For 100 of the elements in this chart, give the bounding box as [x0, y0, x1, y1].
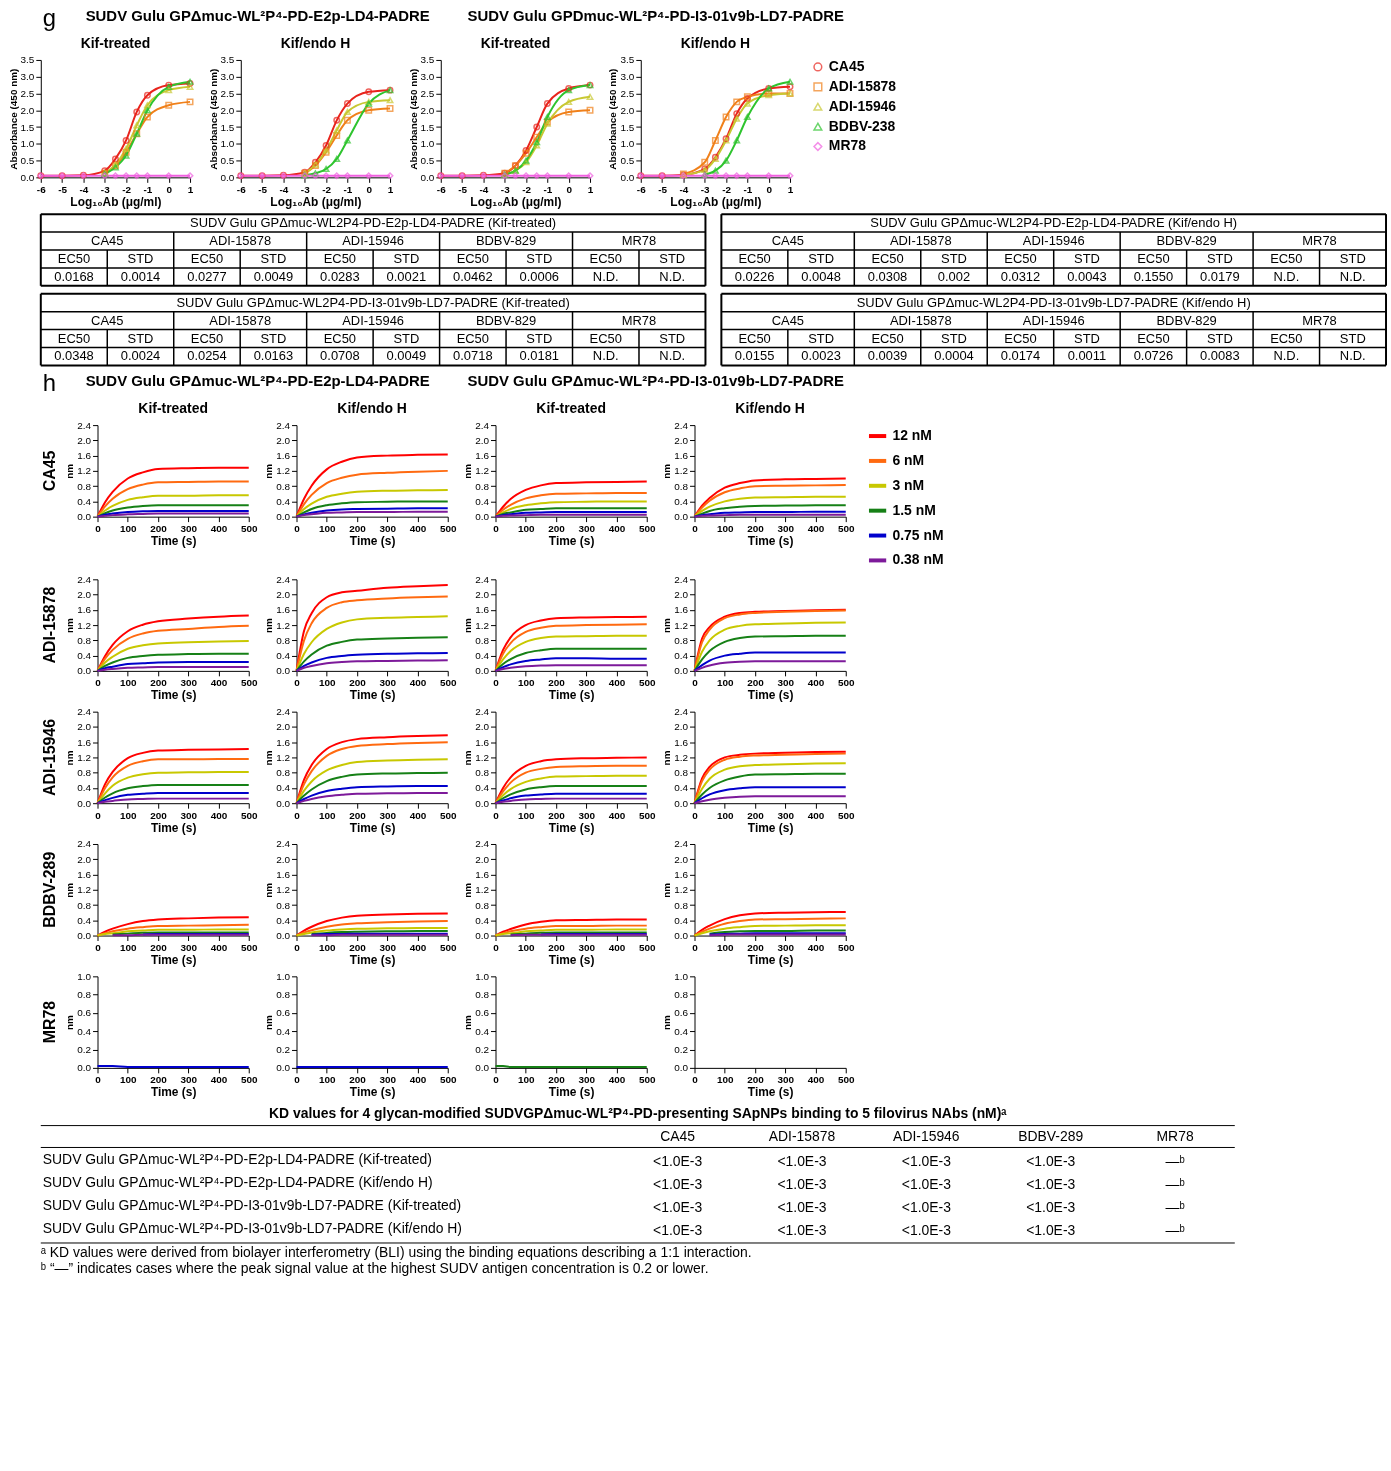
y-tick-label: 2.4: [77, 706, 92, 718]
y-tick-label: 1.2: [475, 751, 490, 763]
x-axis-title: Time (s): [349, 534, 396, 548]
text: STD: [1074, 250, 1100, 266]
text: ADI-15946: [893, 1127, 960, 1144]
y-tick-label: 0.4: [475, 914, 490, 926]
text: —ᵇ: [1165, 1222, 1185, 1239]
text: STD: [393, 330, 420, 346]
x-tick-label: 500: [439, 523, 457, 535]
y-tick-label: 0.8: [77, 767, 92, 779]
y-tick-label: 2.0: [674, 434, 689, 446]
x-tick-label: 300: [578, 677, 596, 689]
x-tick-label: 500: [638, 809, 656, 821]
text: CA45: [91, 312, 124, 328]
x-axis-title: Time (s): [349, 1085, 396, 1100]
y-tick-label: 0.4: [77, 495, 92, 507]
x-tick-label: 0: [294, 523, 301, 535]
text: 0.002: [937, 268, 971, 284]
text: STD: [526, 330, 553, 346]
y-tick-label: 1.5: [420, 121, 435, 133]
y-tick-label: 0.8: [475, 899, 490, 911]
x-tick-label: 500: [638, 941, 656, 953]
x-tick-label: -3: [700, 183, 711, 195]
x-axis-title: Time (s): [349, 688, 396, 703]
y-tick-label: 0.8: [276, 989, 291, 1001]
y-tick-label: 0.8: [475, 634, 490, 646]
y-tick-label: 3.0: [220, 71, 235, 83]
text: EC50: [456, 330, 489, 346]
x-tick-label: -3: [100, 183, 111, 195]
text: CA45: [660, 1127, 696, 1144]
x-tick-label: 100: [119, 523, 138, 535]
y-tick-label: 1.2: [674, 619, 689, 631]
text: 0.0462: [453, 268, 493, 284]
x-tick-label: 100: [318, 941, 337, 953]
y-tick-label: 1.2: [674, 465, 689, 477]
y-axis-title: nm: [462, 617, 474, 634]
y-tick-label: 0.8: [674, 480, 689, 492]
y-tick-label: 0.0: [475, 665, 490, 677]
text: ADI-15878: [209, 233, 272, 249]
text: EC50: [57, 330, 91, 346]
y-tick-label: 2.0: [420, 104, 435, 116]
y-tick-label: 0.4: [674, 914, 689, 926]
x-tick-label: 200: [747, 1074, 765, 1086]
text: SUDV Gulu GPΔmuc-WL²P⁴-PD-E2p-LD4-PADRE (Kif-treated): [42, 1151, 432, 1168]
y-tick-label: 0.8: [77, 899, 92, 911]
text: <1.0E-3: [1026, 1222, 1076, 1239]
y-tick-label: 0.4: [475, 782, 490, 794]
x-tick-label: 200: [150, 809, 168, 821]
y-tick-label: 0.2: [77, 1044, 92, 1056]
y-tick-label: 0.8: [475, 989, 490, 1001]
x-axis-title: Time (s): [747, 952, 794, 967]
x-tick-label: -1: [743, 183, 753, 195]
text: STD: [526, 250, 553, 266]
text: MR78: [1156, 1127, 1194, 1144]
text: MR78: [621, 233, 657, 249]
text: EC50: [871, 330, 904, 346]
text: <1.0E-3: [901, 1222, 952, 1239]
text: <1.0E-3: [653, 1153, 703, 1170]
y-tick-label: 0.4: [276, 650, 291, 662]
text: N.D.: [1339, 268, 1366, 284]
x-tick-label: -4: [279, 183, 289, 195]
text: BDBV-829: [1156, 312, 1217, 328]
x-tick-label: 400: [608, 523, 626, 535]
x-axis-title: Time (s): [548, 688, 595, 703]
x-tick-label: 100: [119, 809, 138, 821]
y-tick-label: 0.0: [674, 797, 689, 809]
x-tick-label: 300: [180, 1074, 198, 1086]
y-tick-label: 1.2: [77, 884, 92, 896]
text: N.D.: [592, 268, 619, 284]
chart-title: Kif/endo H: [680, 35, 751, 51]
x-tick-label: 500: [439, 809, 457, 821]
x-tick-label: 0: [493, 1074, 500, 1086]
x-tick-label: -5: [58, 183, 68, 195]
y-tick-label: 1.0: [420, 138, 435, 150]
text: EC50: [1004, 250, 1037, 266]
x-tick-label: 500: [837, 1074, 855, 1086]
x-axis-title: Time (s): [349, 820, 396, 835]
text: SUDV Gulu GPΔmuc-WL2P4-PD-E2p-LD4-PADRE (Kif-treated): [190, 215, 557, 231]
y-tick-label: 2.0: [77, 853, 92, 865]
x-tick-label: 100: [119, 1074, 138, 1086]
y-tick-label: 2.0: [674, 853, 689, 865]
x-tick-label: 0: [566, 183, 573, 195]
chart-title: Kif-treated: [138, 400, 208, 417]
x-tick-label: 0: [766, 183, 773, 195]
text: N.D.: [592, 348, 619, 364]
x-tick-label: 1: [187, 183, 194, 195]
y-axis-title: nm: [263, 617, 275, 634]
x-tick-label: 500: [240, 1074, 258, 1086]
x-tick-label: 400: [807, 523, 825, 535]
x-tick-label: 300: [777, 523, 795, 535]
y-tick-label: 1.6: [674, 736, 689, 748]
y-axis-title: Absorbance (450 nm): [207, 68, 219, 170]
y-tick-label: 1.5: [20, 121, 35, 133]
y-tick-label: 1.2: [276, 751, 291, 763]
text: STD: [127, 330, 154, 346]
text: <1.0E-3: [777, 1222, 827, 1239]
y-axis-title: nm: [263, 463, 275, 479]
y-tick-label: 3.0: [20, 71, 35, 83]
x-tick-label: 0: [692, 1074, 699, 1086]
y-tick-label: 2.0: [20, 104, 35, 116]
